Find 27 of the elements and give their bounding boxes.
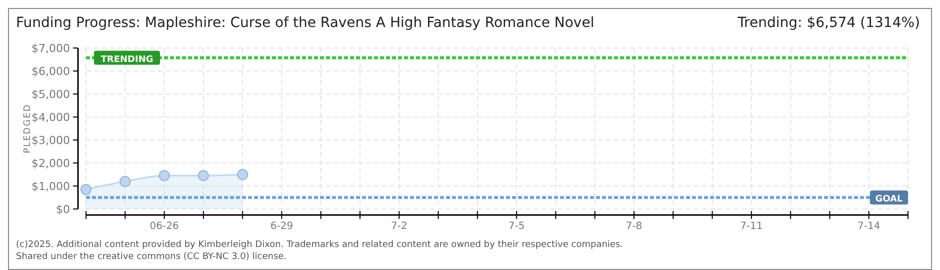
y-tick-label: $5,000 <box>32 88 70 101</box>
y-tick-label: $1,000 <box>32 180 70 193</box>
x-tick-label: 7-8 <box>626 221 642 232</box>
x-tick-label: 7-5 <box>508 221 525 232</box>
chart-title: Funding Progress: Mapleshire: Curse of the Ravens A High Fantasy Romance Novel <box>16 15 594 31</box>
x-tick-label: 7-14 <box>858 221 880 232</box>
point <box>198 170 209 182</box>
ref-line-label: GOAL <box>875 194 904 204</box>
y-tick-label: $6,000 <box>32 65 70 78</box>
x-tick-label: 6-29 <box>270 221 294 232</box>
y-tick-label: $0 <box>56 203 70 216</box>
text: Shared under the creative commons (CC BY-NC 3.0) license. <box>16 252 287 262</box>
text: (c)2025. Additional content provided by Kimberleigh Dixon. Trademarks and related content are owned by their respective companies. <box>16 240 624 250</box>
chart-subtitle: Trending: $6,574 (1314%) <box>736 15 920 31</box>
point <box>158 170 170 182</box>
x-tick-label: 7-11 <box>740 221 763 232</box>
x-tick-label: 7-2 <box>390 221 408 232</box>
y-axis-title: PLEDGED <box>23 104 33 154</box>
point <box>237 169 248 180</box>
y-tick-label: $3,000 <box>32 134 70 147</box>
y-tick-label: $7,000 <box>32 42 70 55</box>
point <box>80 184 92 195</box>
x-tick-label: 06-26 <box>150 221 179 232</box>
point <box>120 176 131 187</box>
ref-line-label: TRENDING <box>100 54 154 65</box>
y-tick-label: $2,000 <box>32 157 70 170</box>
y-tick-label: $4,000 <box>32 111 70 124</box>
